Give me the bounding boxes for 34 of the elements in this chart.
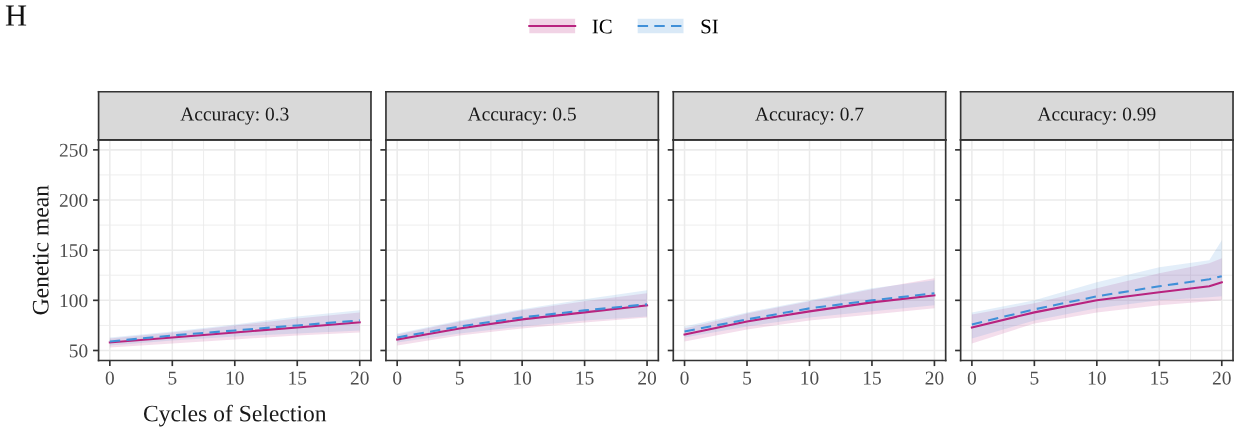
x-tick-label: 10 xyxy=(226,371,244,385)
x-tick-label: 0 xyxy=(680,371,689,385)
x-tick-label: 15 xyxy=(863,371,881,385)
x-tick-label: 5 xyxy=(455,371,464,385)
x-tick-label: 20 xyxy=(925,371,944,385)
x-tick-label: 5 xyxy=(1030,371,1039,385)
x-tick-label: 0 xyxy=(967,371,977,385)
y-tick-label: 50 xyxy=(69,344,88,358)
x-tick-label: 20 xyxy=(1212,371,1231,385)
x-tick-label: 5 xyxy=(743,371,752,385)
legend-label: IC xyxy=(592,19,612,34)
x-tick-label: 15 xyxy=(576,371,594,385)
chart-title: Accuracy: 0.7 xyxy=(755,107,864,125)
x-tick-label: 20 xyxy=(350,371,369,385)
x-tick-label: 10 xyxy=(801,371,819,385)
y-tick-label: 200 xyxy=(59,193,88,207)
x-tick-label: 15 xyxy=(289,371,307,385)
chart-title: Accuracy: 0.5 xyxy=(467,107,576,125)
y-axis-title: Genetic mean xyxy=(32,185,49,315)
text: H xyxy=(5,5,27,26)
x-tick-label: 0 xyxy=(105,371,114,385)
x-tick-label: 20 xyxy=(638,371,657,385)
y-tick-label: 100 xyxy=(60,294,88,308)
y-tick-label: 250 xyxy=(59,143,88,157)
x-axis-title: Cycles of Selection xyxy=(143,404,327,427)
y-tick-label: 150 xyxy=(60,244,88,258)
legend-label: SI xyxy=(701,19,718,34)
x-tick-label: 15 xyxy=(1151,371,1169,385)
x-tick-label: 5 xyxy=(168,371,177,385)
x-tick-label: 0 xyxy=(393,371,402,385)
chart-title: Accuracy: 0.99 xyxy=(1037,107,1156,125)
chart-title: Accuracy: 0.3 xyxy=(180,107,289,125)
x-tick-label: 10 xyxy=(514,371,532,385)
x-tick-label: 10 xyxy=(1088,371,1106,385)
